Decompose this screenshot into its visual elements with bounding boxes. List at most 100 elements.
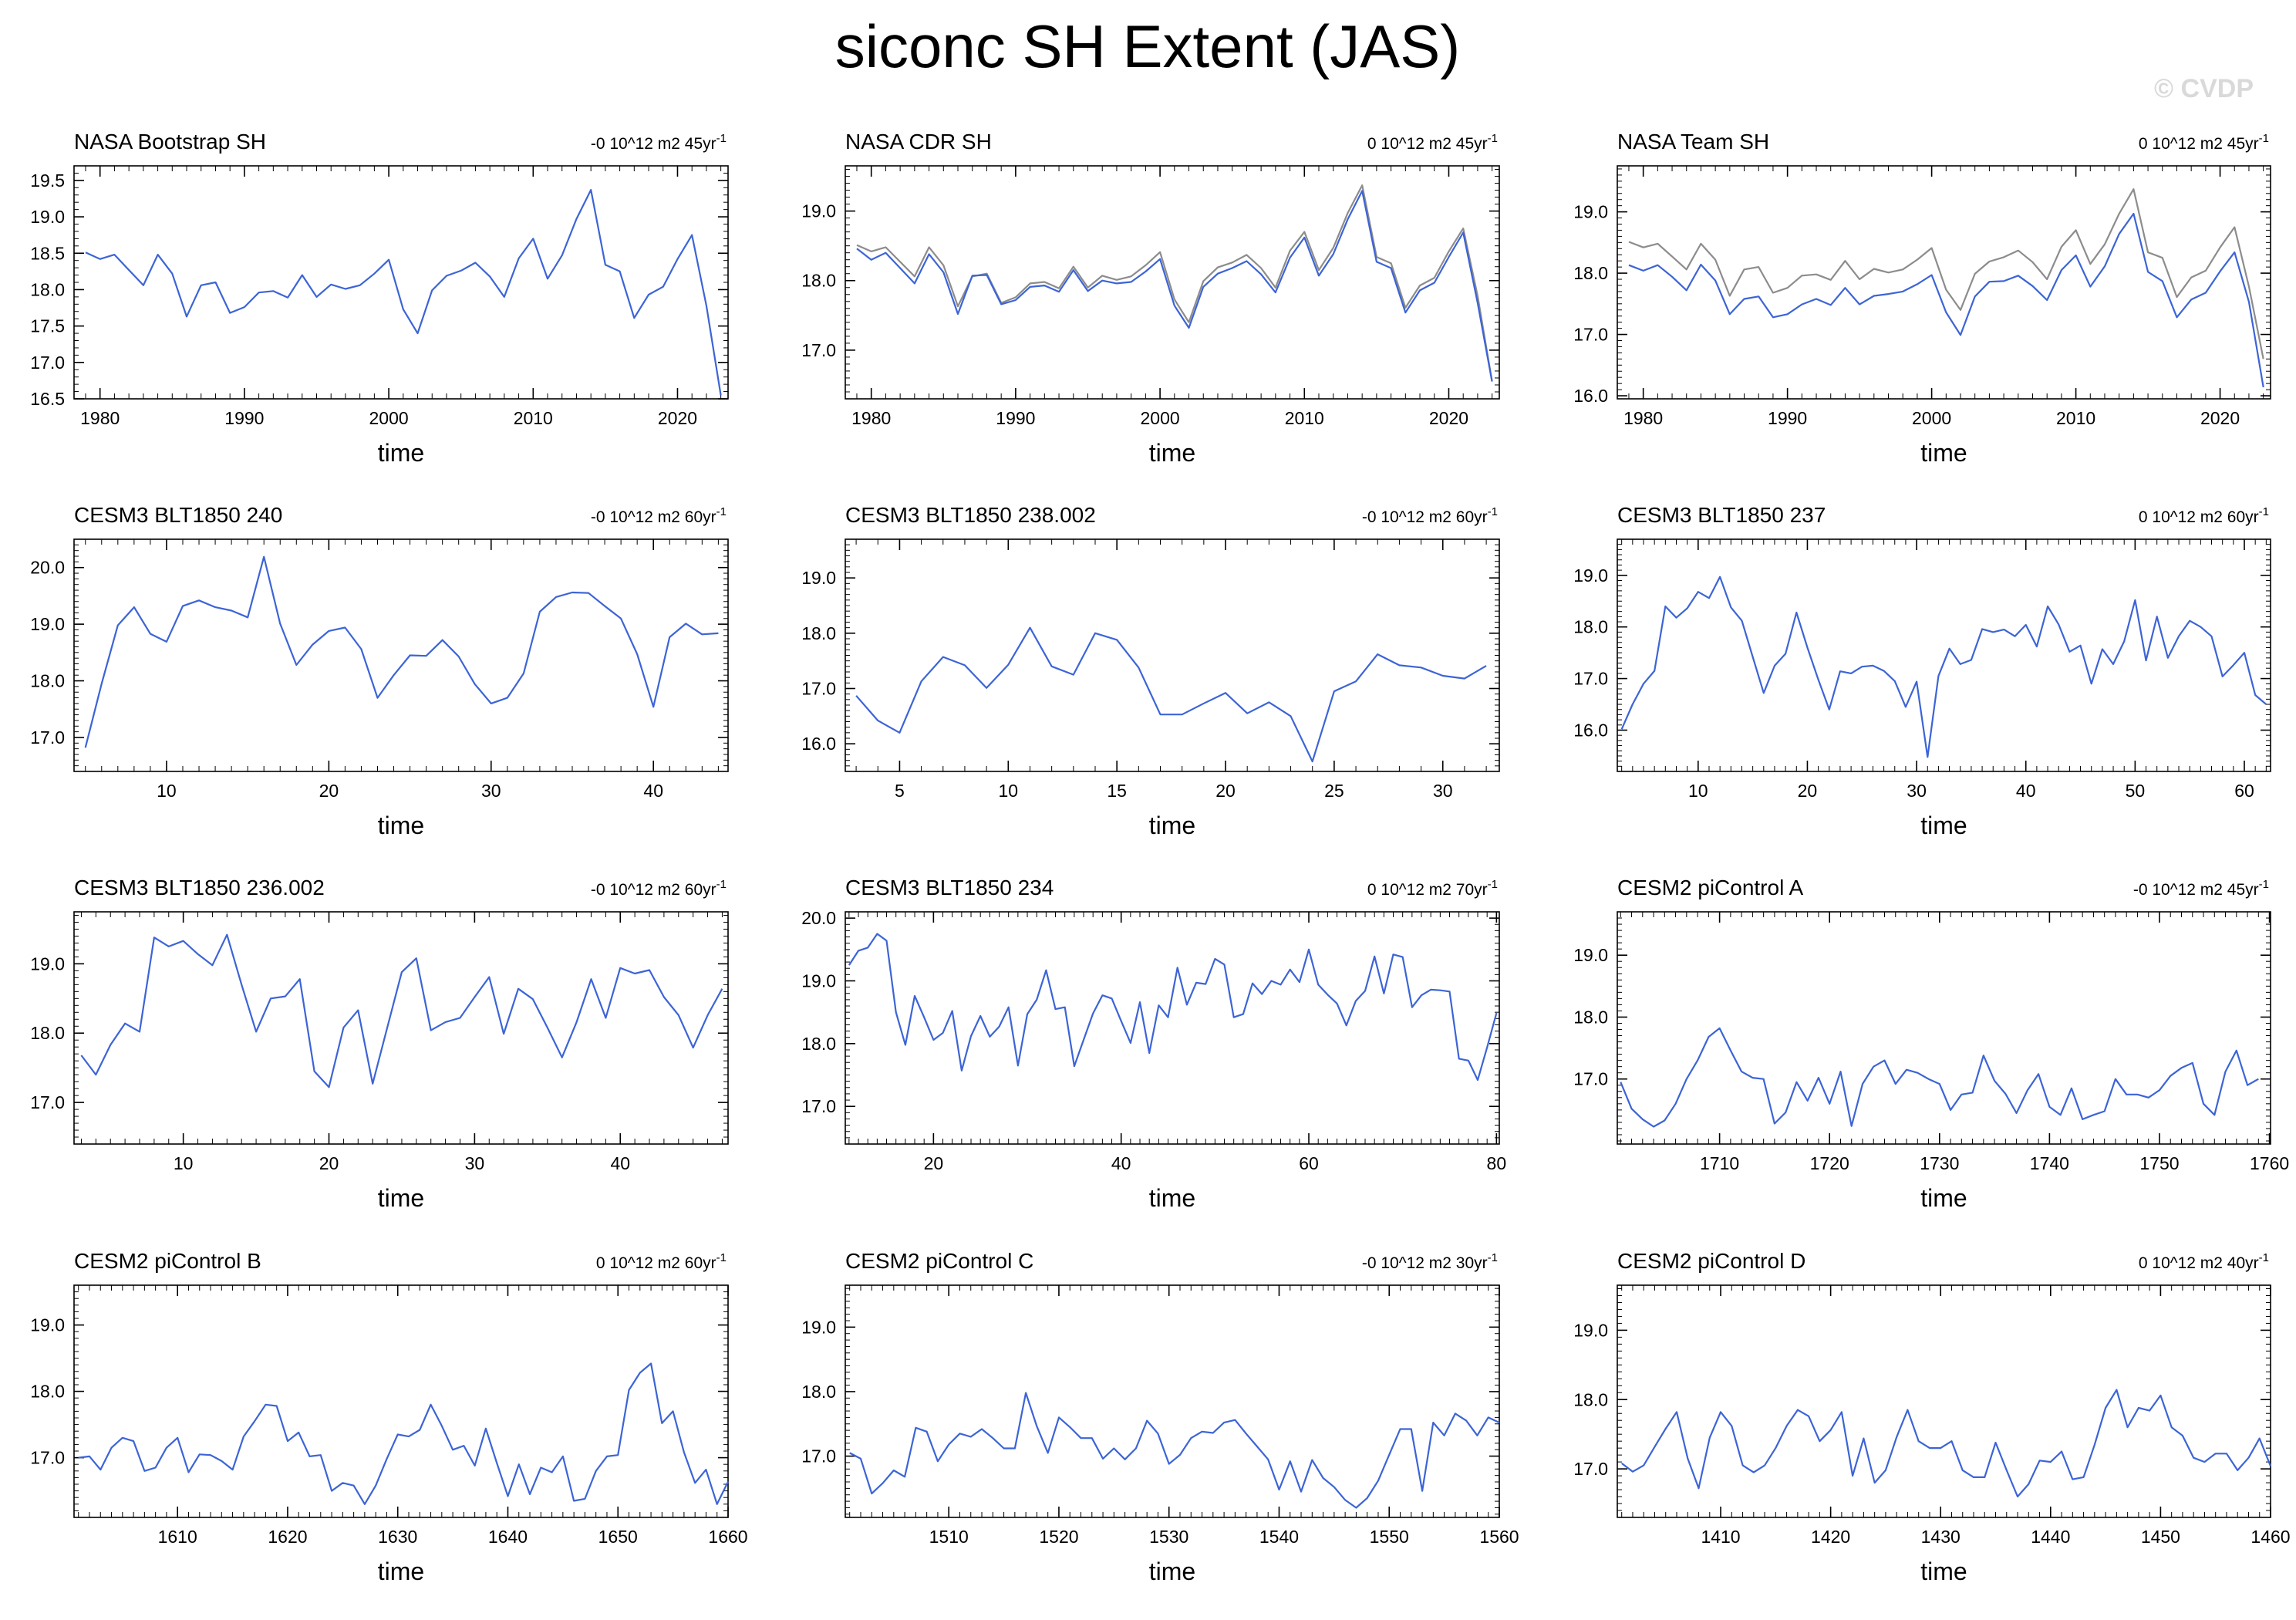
x-axis-label: time (1920, 1184, 1967, 1212)
x-axis-label: time (1149, 1184, 1195, 1212)
y-tick-label: 16.5 (30, 389, 65, 409)
x-tick-label: 1460 (2250, 1527, 2290, 1547)
y-tick-label: 17.5 (30, 316, 65, 336)
y-tick-label: 19.0 (1573, 565, 1608, 586)
y-tick-label: 20.0 (801, 908, 836, 928)
x-tick-label: 60 (1299, 1153, 1319, 1173)
panel-title: NASA Team SH (1617, 130, 1769, 154)
trend-label: -0 10^12 m2 45yr-1 (2133, 878, 2269, 899)
x-tick-label: 60 (2234, 781, 2254, 801)
x-axis-label: time (378, 1558, 424, 1585)
series-line (848, 933, 1498, 1082)
trend-label: 0 10^12 m2 60yr-1 (596, 1251, 727, 1272)
plot-frame (845, 911, 1500, 1145)
x-tick-label: 2010 (1285, 408, 1324, 428)
series-line (856, 190, 1493, 382)
x-axis-label: time (1149, 1558, 1195, 1585)
plot-frame (1617, 165, 2271, 400)
panel: CESM3 BLT1850 237 0 10^12 m2 60yr-1 10 20 30… (1573, 503, 2271, 839)
x-tick-label: 5 (895, 781, 905, 801)
series-line (1620, 1027, 2259, 1128)
y-tick-label: 19.0 (801, 201, 836, 221)
x-tick-label: 25 (1324, 781, 1344, 801)
y-tick-label: 17.0 (1573, 669, 1608, 689)
x-tick-label: 40 (643, 781, 663, 801)
x-axis-label: time (1920, 439, 1967, 467)
x-tick-label: 1440 (2031, 1527, 2070, 1547)
panel: CESM2 piControl B 0 10^12 m2 60yr-1 1610 16… (30, 1249, 747, 1585)
x-tick-label: 1990 (1768, 408, 1807, 428)
x-tick-label: 2010 (514, 408, 553, 428)
series-line (1628, 212, 2264, 388)
panel: CESM3 BLT1850 234 0 10^12 m2 70yr-1 20 40 60… (801, 876, 1506, 1212)
y-tick-label: 18.0 (801, 1034, 836, 1054)
plot-frame (845, 1284, 1500, 1518)
y-tick-label: 16.0 (1573, 720, 1608, 740)
trend-label: -0 10^12 m2 60yr-1 (591, 878, 727, 899)
x-tick-label: 1640 (488, 1527, 528, 1547)
y-tick-label: 18.0 (1573, 617, 1608, 637)
plot-frame (845, 538, 1500, 772)
panel-title: CESM2 piControl A (1617, 876, 1804, 899)
x-tick-label: 1730 (1920, 1153, 1959, 1173)
panel-title: CESM3 BLT1850 234 (845, 876, 1054, 899)
x-tick-label: 1450 (2141, 1527, 2180, 1547)
x-tick-label: 40 (1111, 1153, 1131, 1173)
x-tick-label: 30 (465, 1153, 485, 1173)
x-tick-label: 10 (998, 781, 1018, 801)
x-tick-label: 1410 (1701, 1527, 1740, 1547)
y-tick-label: 19.0 (1573, 202, 1608, 222)
obs-series-line (1628, 188, 2264, 359)
x-tick-label: 20 (319, 781, 339, 801)
panel: CESM3 BLT1850 236.002 -0 10^12 m2 60yr-1 1… (30, 876, 729, 1212)
x-tick-label: 1980 (1623, 408, 1663, 428)
panel: CESM2 piControl C -0 10^12 m2 30yr-1 1510 1… (801, 1249, 1519, 1585)
series-line (85, 189, 722, 396)
x-axis-label: time (378, 1184, 424, 1212)
x-tick-label: 1750 (2139, 1153, 2179, 1173)
x-tick-label: 20 (319, 1153, 339, 1173)
y-tick-label: 18.0 (801, 1382, 836, 1402)
y-tick-label: 18.0 (30, 1023, 65, 1043)
panel: CESM3 BLT1850 240 -0 10^12 m2 60yr-1 10 20 3… (30, 503, 729, 839)
plot-frame (845, 165, 1500, 400)
x-tick-label: 2000 (1141, 408, 1180, 428)
x-tick-label: 2020 (2200, 408, 2240, 428)
x-tick-label: 10 (174, 1153, 194, 1173)
x-axis-label: time (1920, 1558, 1967, 1585)
panel-title: NASA CDR SH (845, 130, 992, 154)
x-tick-label: 20 (924, 1153, 944, 1173)
x-tick-label: 1710 (1700, 1153, 1739, 1173)
x-tick-label: 15 (1107, 781, 1127, 801)
x-tick-label: 1720 (1810, 1153, 1849, 1173)
y-tick-label: 19.0 (30, 207, 65, 227)
series-line (84, 555, 719, 748)
panel: NASA Bootstrap SH -0 10^12 m2 45yr-1 1980 1… (30, 130, 729, 467)
y-tick-label: 19.0 (30, 614, 65, 634)
x-tick-label: 2020 (658, 408, 697, 428)
y-tick-label: 19.0 (1573, 945, 1608, 965)
panel-title: NASA Bootstrap SH (74, 130, 266, 154)
series-line (1621, 1389, 2272, 1498)
y-tick-label: 18.0 (1573, 1007, 1608, 1027)
x-tick-label: 1740 (2030, 1153, 2069, 1173)
y-tick-label: 19.0 (801, 970, 836, 991)
panel-title: CESM3 BLT1850 240 (74, 503, 282, 527)
plot-frame (73, 165, 729, 400)
x-tick-label: 10 (157, 781, 177, 801)
x-tick-label: 1510 (929, 1527, 969, 1547)
y-tick-label: 19.0 (30, 1315, 65, 1335)
panel: NASA CDR SH 0 10^12 m2 45yr-1 1980 1990 2000… (801, 130, 1500, 467)
y-tick-label: 17.0 (30, 1092, 65, 1112)
x-tick-label: 1650 (598, 1527, 638, 1547)
y-tick-label: 19.0 (1573, 1320, 1608, 1340)
y-tick-label: 18.0 (30, 1382, 65, 1402)
trend-label: 0 10^12 m2 45yr-1 (1367, 132, 1498, 153)
plot-frame (1617, 1284, 2271, 1518)
trend-label: 0 10^12 m2 60yr-1 (2139, 505, 2269, 526)
panel-title: CESM2 piControl C (845, 1249, 1033, 1273)
plot-frame (73, 538, 729, 772)
x-axis-label: time (1149, 812, 1195, 839)
y-tick-label: 18.0 (1573, 1389, 1608, 1409)
x-tick-label: 1630 (378, 1527, 417, 1547)
